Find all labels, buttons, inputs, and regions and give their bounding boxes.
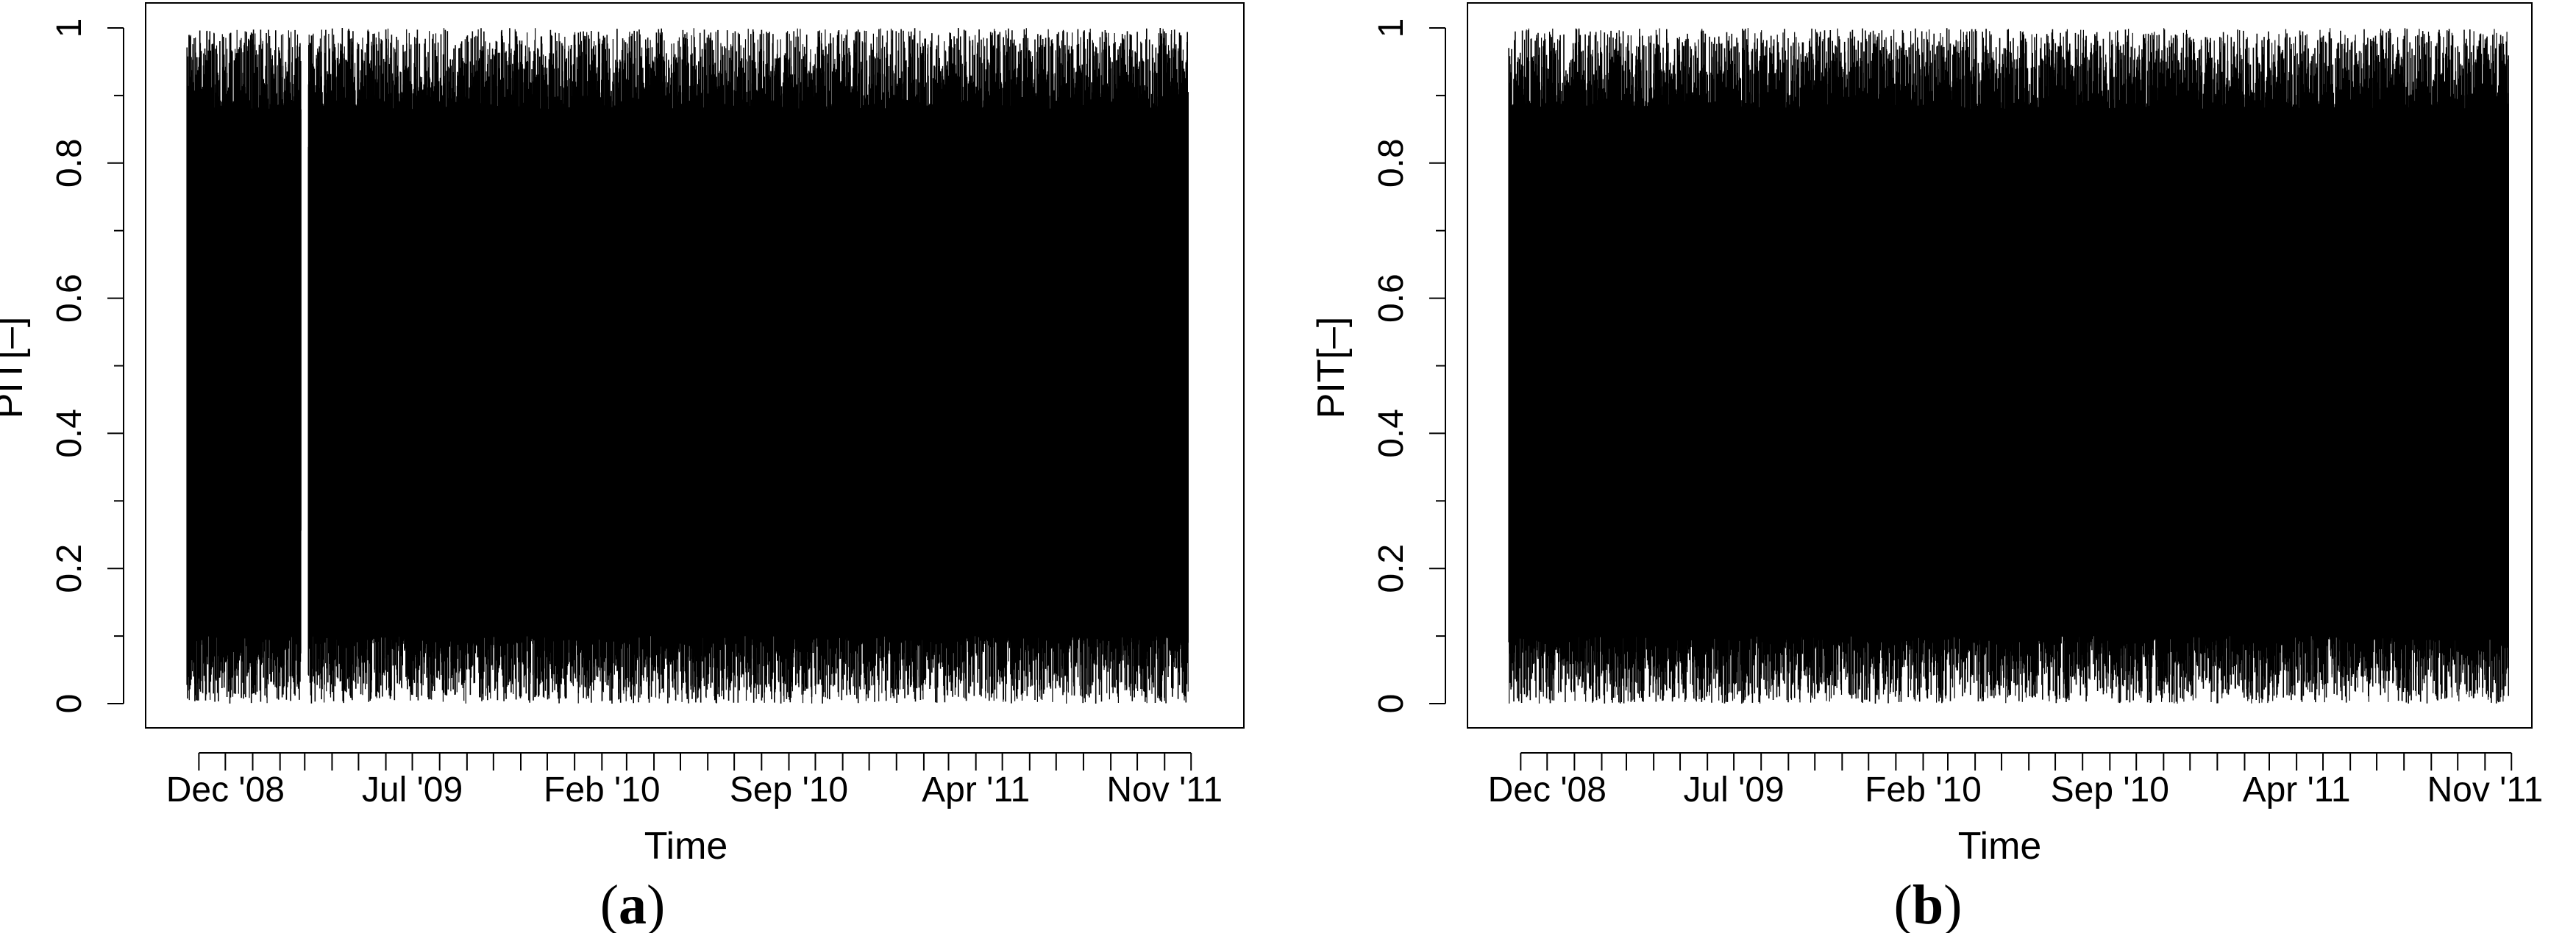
- x-tick-label: Nov '11: [1106, 771, 1223, 809]
- y-tick-label: 0.6: [50, 274, 89, 323]
- x-tick-label: Jul '09: [1683, 771, 1784, 809]
- y-axis-label: PIT[–]: [1310, 317, 1353, 419]
- chart-panel-b: 0 0.2 0.4 0.6 0.8 1 PIT[–] Dec '08 Jul '09 Feb '1…: [1310, 2, 2543, 868]
- x-tick-label: Apr '11: [922, 771, 1030, 809]
- y-tick-label: 1: [1372, 18, 1411, 38]
- y-tick-label: 0.2: [50, 544, 89, 593]
- x-tick-label: Feb '10: [544, 771, 661, 809]
- series-body: [1508, 28, 2509, 704]
- x-tick-label: Nov '11: [2427, 771, 2543, 809]
- x-tick-label: Dec '08: [166, 771, 285, 809]
- x-tick-label: Sep '10: [730, 771, 848, 809]
- panel-label-b: (b): [1894, 874, 1963, 933]
- panel-label-a: (a): [600, 874, 666, 933]
- x-axis-label: Time: [644, 825, 728, 868]
- y-tick-label: 1: [50, 18, 89, 38]
- x-tick-label: Dec '08: [1488, 771, 1607, 809]
- series-body: [186, 28, 1189, 704]
- x-tick-label: Apr '11: [2243, 771, 2351, 809]
- plot-frame: [145, 2, 1245, 729]
- y-tick-label: 0.4: [50, 409, 89, 458]
- series-line-dense: [186, 28, 1189, 704]
- x-axis-label: Time: [1958, 825, 2042, 868]
- series-line-dense: [1508, 28, 2509, 704]
- y-axis-label: PIT[–]: [0, 317, 31, 419]
- y-tick-label: 0.6: [1372, 274, 1411, 323]
- y-tick-label: 0.2: [1372, 544, 1411, 593]
- y-tick-label: 0: [1372, 694, 1411, 714]
- plot-frame: [1467, 2, 2533, 729]
- y-tick-label: 0: [50, 694, 89, 714]
- y-tick-label: 0.4: [1372, 409, 1411, 458]
- chart-panel-a: 0 0.2 0.4 0.6 0.8 1 PIT[–] Dec '08 Jul '09 Feb '1…: [0, 2, 1245, 868]
- y-tick-label: 0.8: [50, 138, 89, 187]
- y-tick-label: 0.8: [1372, 138, 1411, 187]
- x-tick-label: Sep '10: [2051, 771, 2169, 809]
- x-tick-label: Jul '09: [362, 771, 463, 809]
- x-tick-label: Feb '10: [1865, 771, 1982, 809]
